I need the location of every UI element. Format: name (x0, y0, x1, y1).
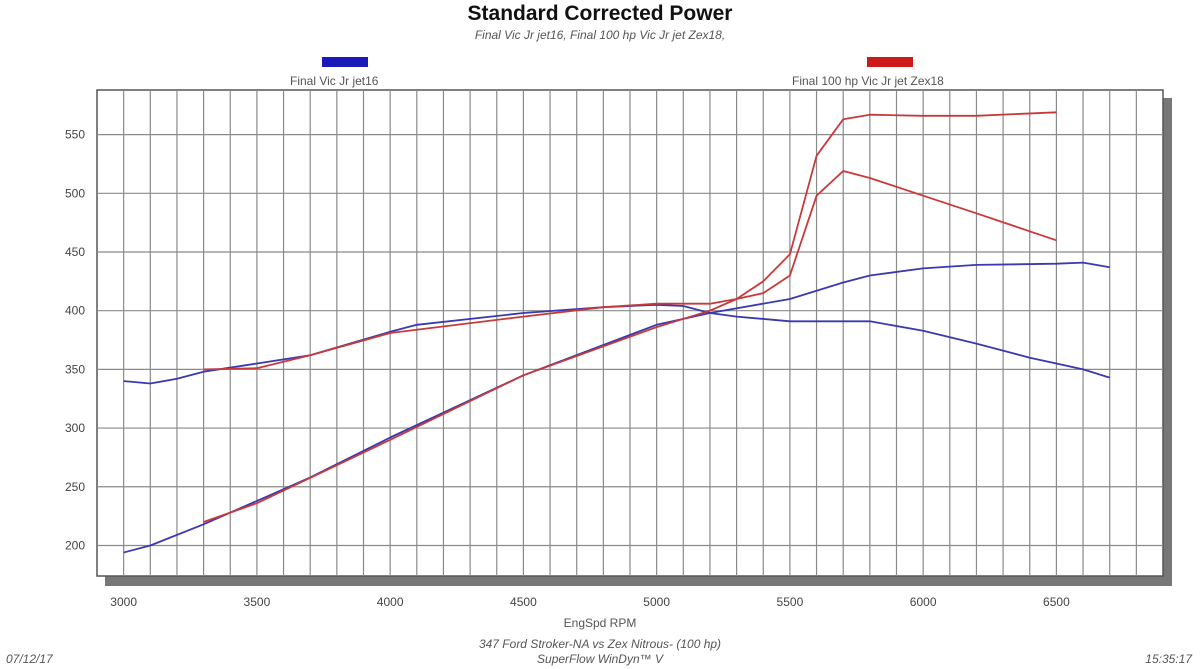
footer-line1: 347 Ford Stroker-NA vs Zex Nitrous- (100… (478, 637, 722, 651)
x-tick-label: 5500 (777, 595, 804, 609)
footer-line2: SuperFlow WinDyn™ V (537, 652, 663, 666)
x-tick-label: 4000 (377, 595, 404, 609)
y-tick-label: 400 (65, 304, 85, 318)
legend-label-blue: Final Vic Jr jet16 (290, 74, 379, 88)
legend-swatch-blue (322, 57, 368, 67)
x-tick-label: 5000 (643, 595, 670, 609)
plot-shadow-bottom (105, 576, 1172, 586)
footer-date: 07/12/17 (6, 652, 53, 666)
y-tick-label: 300 (65, 421, 85, 435)
footer-time: 15:35:17 (1145, 652, 1192, 666)
chart-title: Standard Corrected Power (467, 2, 733, 25)
legend-label-red: Final 100 hp Vic Jr jet Zex18 (792, 74, 944, 88)
x-tick-label: 6000 (910, 595, 937, 609)
y-tick-label: 500 (65, 186, 85, 200)
series-line-2 (203, 111, 1057, 523)
chart-subtitle: Final Vic Jr jet16, Final 100 hp Vic Jr … (474, 28, 726, 42)
x-tick-label: 6500 (1043, 595, 1070, 609)
y-tick-label: 200 (65, 538, 85, 552)
plot-shadow-right (1163, 98, 1172, 586)
series-line-1 (123, 303, 1110, 385)
series-line-3 (203, 170, 1057, 371)
y-tick-label: 450 (65, 245, 85, 259)
y-tick-label: 250 (65, 480, 85, 494)
legend-swatch-red (867, 57, 913, 67)
x-tick-label: 4500 (510, 595, 537, 609)
y-tick-label: 550 (65, 128, 85, 142)
x-axis-label: EngSpd RPM (563, 616, 637, 630)
x-tick-label: 3500 (244, 595, 271, 609)
x-tick-label: 3000 (110, 595, 137, 609)
y-tick-label: 350 (65, 362, 85, 376)
